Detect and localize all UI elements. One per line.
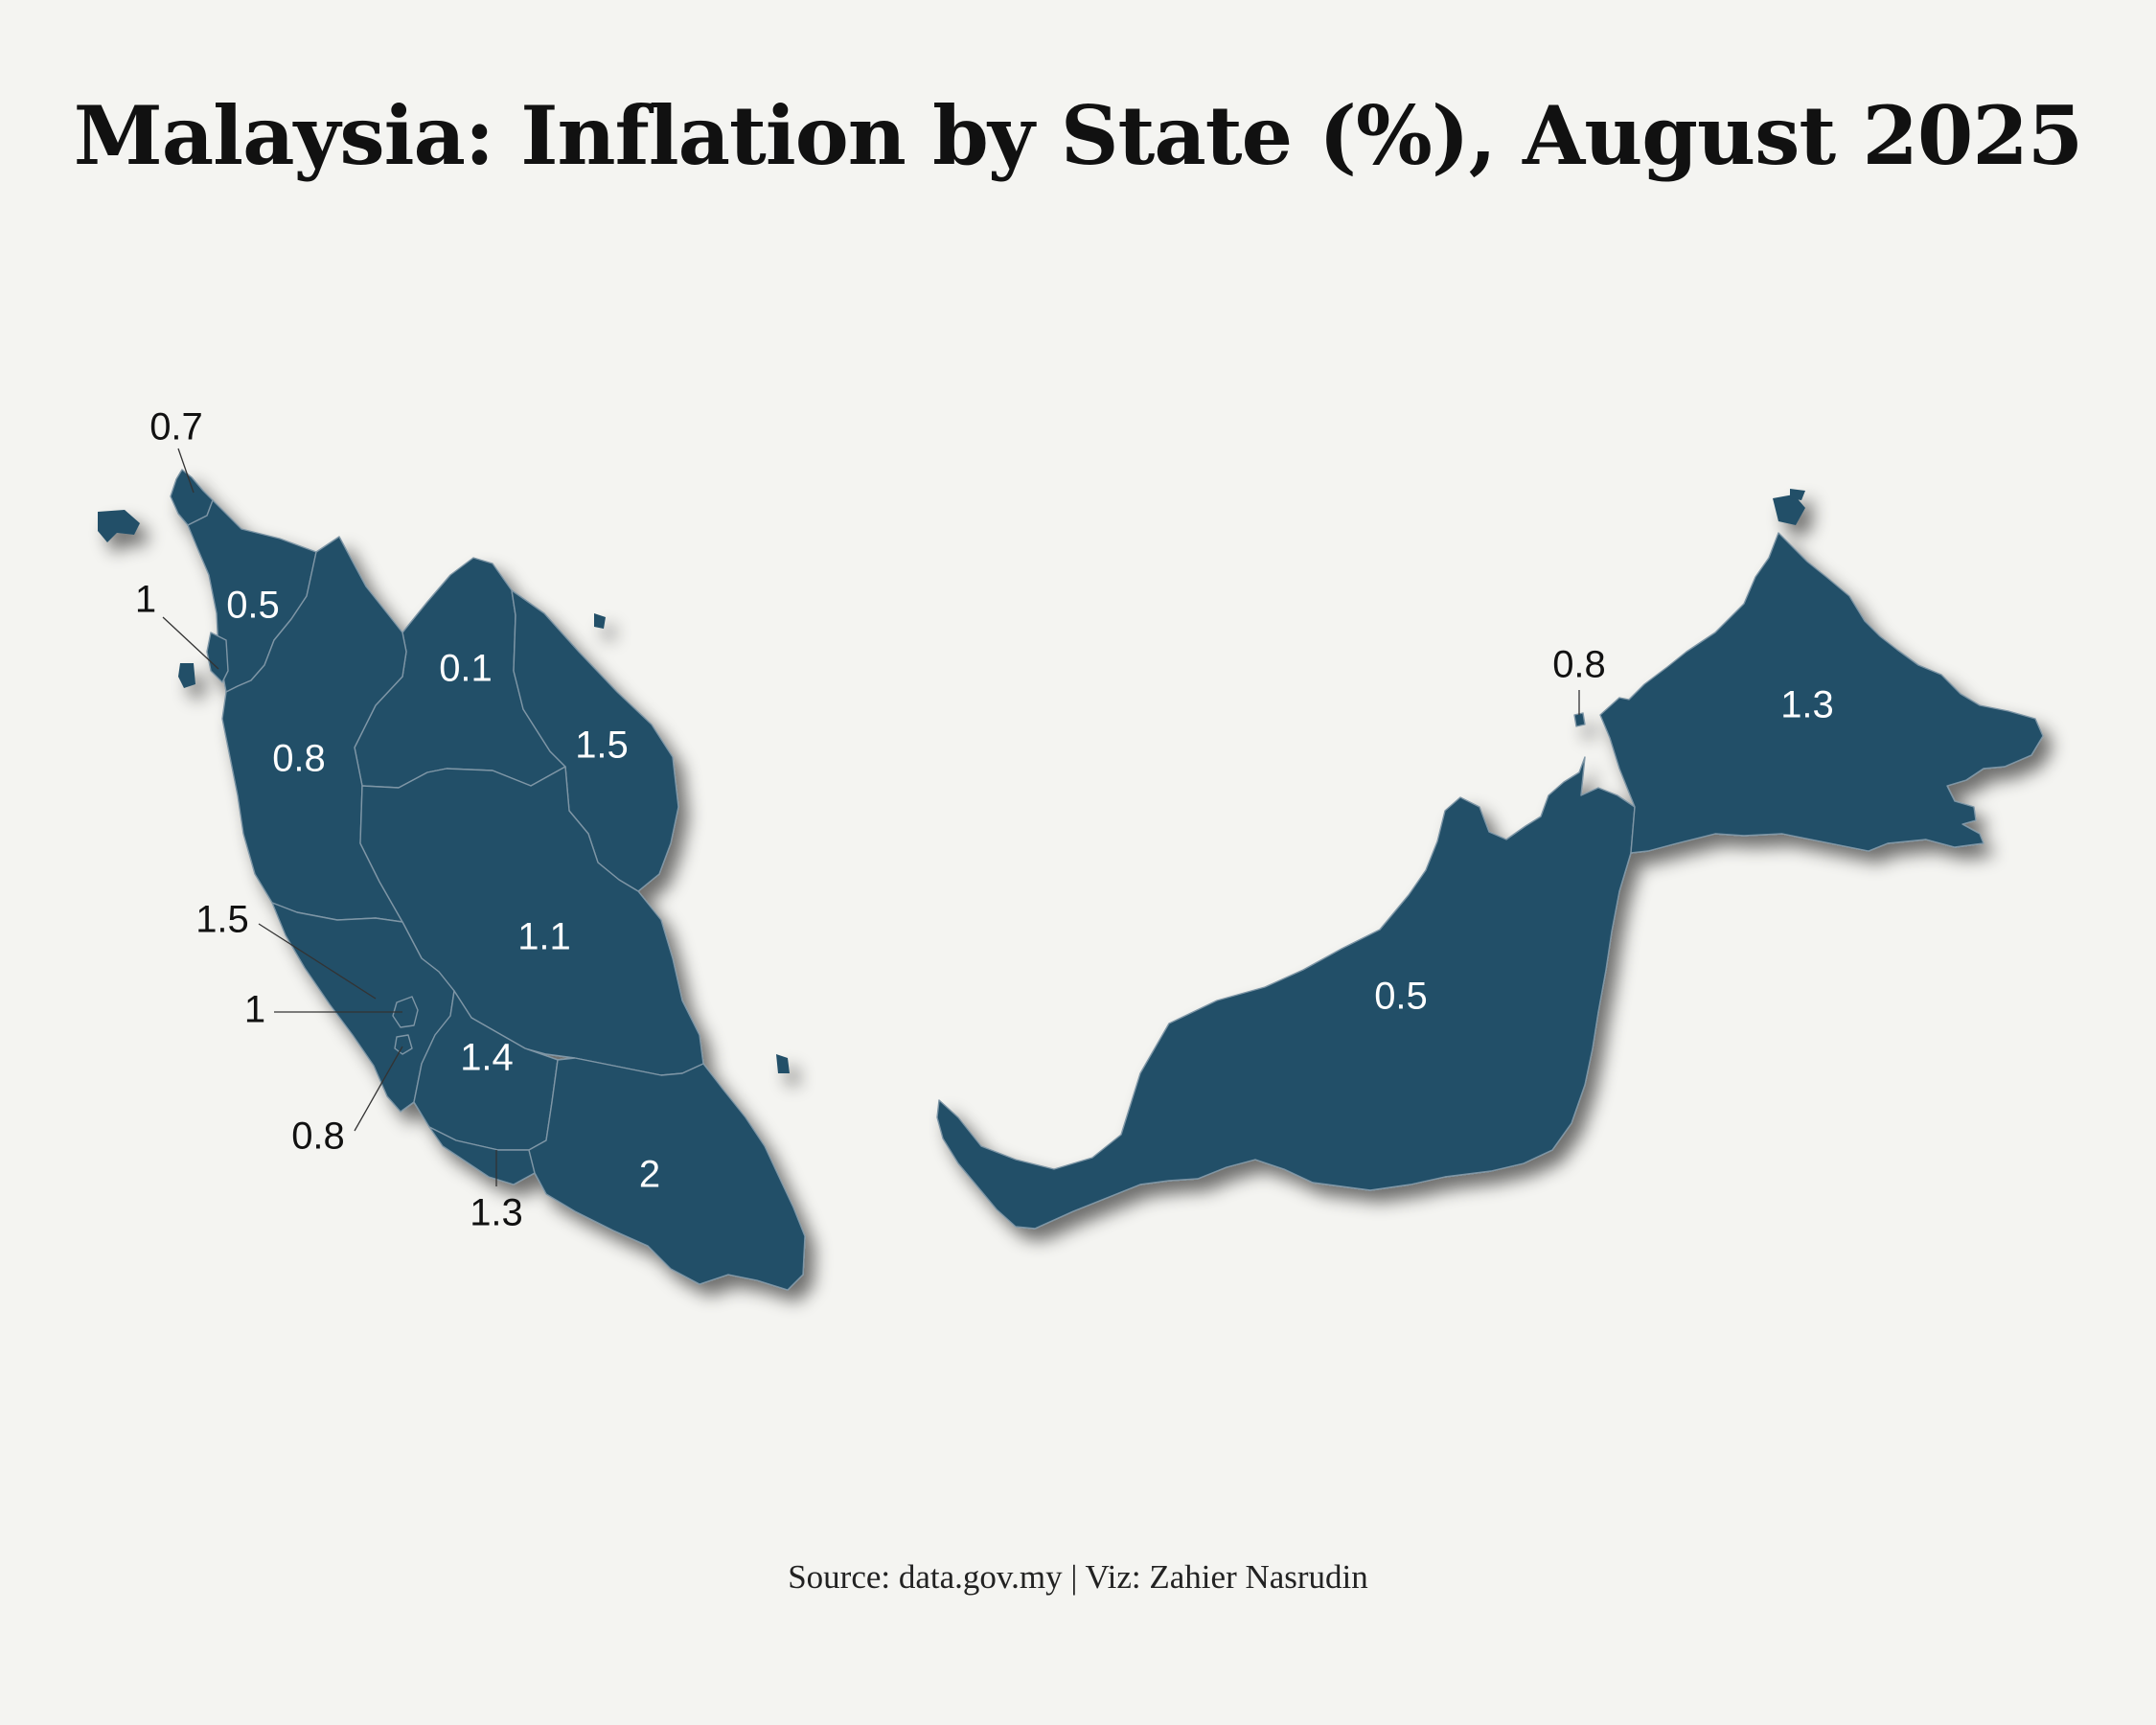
state-penang[interactable] — [206, 632, 229, 683]
leader-perlis — [177, 448, 195, 494]
label-melaka: 1.3 — [470, 1192, 523, 1234]
leader-lines — [162, 448, 1580, 1186]
leader-penang — [162, 616, 219, 670]
label-selangor: 1.5 — [195, 899, 249, 941]
state-melaka[interactable] — [428, 1126, 536, 1185]
labels-inside: 0.5 0.1 1.5 0.8 1.1 1.4 2 0.5 1.3 — [226, 585, 1834, 1196]
state-putrajaya[interactable] — [394, 1034, 413, 1055]
leader-putrajaya — [354, 1046, 403, 1132]
island-redang — [594, 613, 606, 629]
state-kuala-lumpur[interactable] — [392, 996, 419, 1028]
label-kuala-lumpur: 1 — [244, 989, 265, 1031]
leader-selangor — [258, 923, 377, 1000]
island-north-sabah — [1790, 489, 1805, 500]
island-penang-small — [178, 663, 195, 688]
map-title: Malaysia: Inflation by State (%), August… — [73, 88, 2083, 183]
east-malaysia — [936, 489, 2044, 1230]
state-labuan[interactable] — [1573, 712, 1586, 727]
label-sarawak: 0.5 — [1374, 976, 1428, 1018]
peninsular-malaysia — [98, 469, 806, 1291]
island-langkawi — [98, 510, 140, 542]
label-putrajaya: 0.8 — [291, 1116, 345, 1158]
label-pahang: 1.1 — [517, 916, 571, 958]
labels-outside: 0.7 1 1.5 1 0.8 1.3 0.8 — [135, 406, 1606, 1234]
state-sarawak[interactable] — [936, 756, 1636, 1230]
island-banggi — [1773, 494, 1805, 525]
source-caption: Source: data.gov.my | Viz: Zahier Nasrud… — [788, 1558, 1368, 1596]
state-johor[interactable] — [528, 1057, 806, 1291]
island-tioman — [776, 1054, 790, 1073]
label-kedah: 0.5 — [226, 585, 280, 627]
label-negeri-sembilan: 1.4 — [460, 1037, 514, 1079]
label-penang: 1 — [135, 579, 156, 621]
label-labuan: 0.8 — [1552, 644, 1606, 686]
state-sabah[interactable] — [1599, 532, 2044, 854]
label-perak: 0.8 — [272, 738, 326, 780]
label-terengganu: 1.5 — [575, 724, 629, 767]
label-perlis: 0.7 — [149, 406, 203, 448]
label-kelantan: 0.1 — [439, 648, 493, 690]
label-johor: 2 — [639, 1154, 660, 1196]
label-sabah: 1.3 — [1780, 684, 1834, 726]
